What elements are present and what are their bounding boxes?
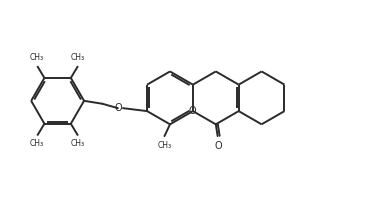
Text: CH₃: CH₃ [158, 141, 171, 150]
Text: O: O [115, 103, 122, 113]
Text: CH₃: CH₃ [71, 53, 85, 62]
Text: CH₃: CH₃ [71, 139, 85, 148]
Text: O: O [189, 106, 196, 116]
Text: CH₃: CH₃ [29, 53, 43, 62]
Text: CH₃: CH₃ [29, 139, 43, 148]
Text: O: O [214, 141, 222, 151]
